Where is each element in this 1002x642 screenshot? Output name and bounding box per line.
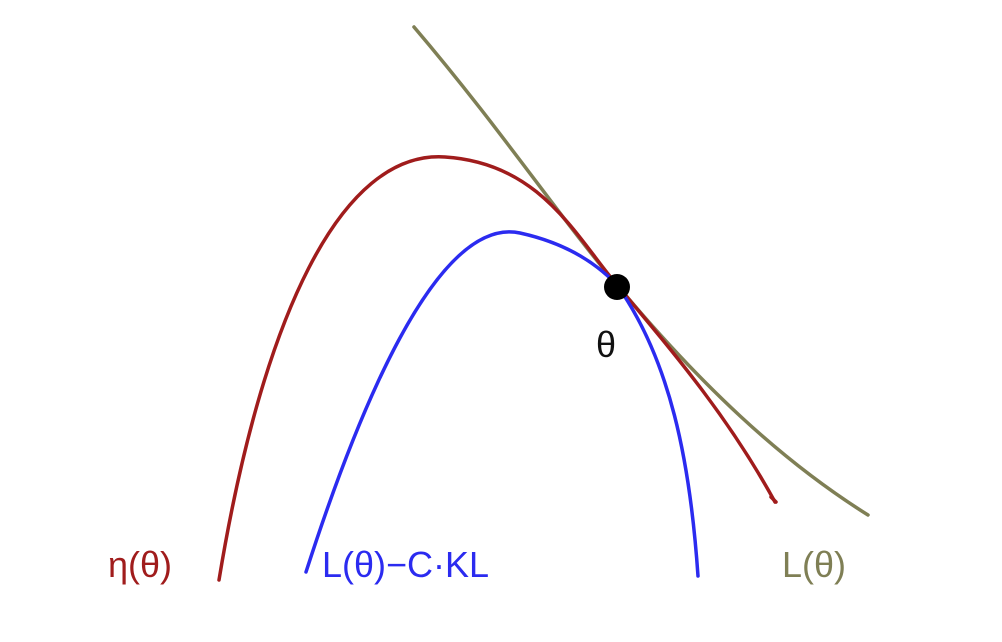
theta-label: θ <box>596 324 616 365</box>
l-theta-curve <box>412 25 870 517</box>
eta-theta-curve <box>217 155 777 582</box>
eta-label: η(θ) <box>108 544 172 585</box>
surrogate-label: L(θ)−C·KL <box>322 544 489 585</box>
l-theta-label: L(θ) <box>782 544 846 585</box>
eta-curve-end-tick <box>769 495 778 504</box>
surrogate-curve <box>304 230 700 578</box>
current-theta-point <box>604 274 630 300</box>
